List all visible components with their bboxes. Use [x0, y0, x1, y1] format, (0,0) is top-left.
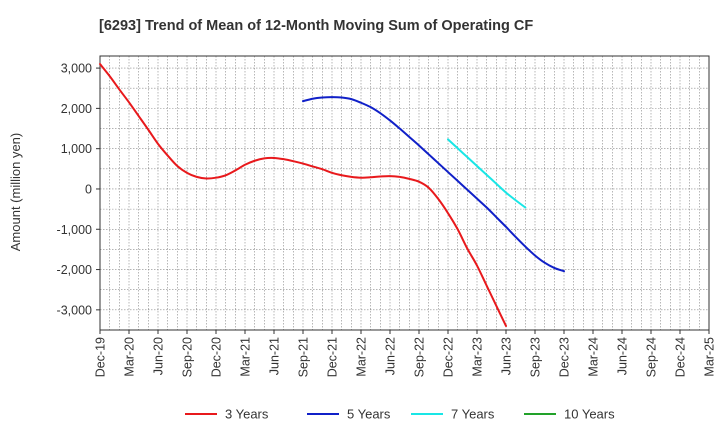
x-tick-label: Sep-23 — [529, 337, 543, 377]
y-tick-label: 1,000 — [61, 142, 92, 156]
x-tick-label: Dec-24 — [674, 337, 688, 377]
x-tick-label: Dec-23 — [558, 337, 572, 377]
x-tick-label: Sep-21 — [297, 337, 311, 377]
x-tick-label: Sep-20 — [181, 337, 195, 377]
y-tick-label: -3,000 — [57, 303, 92, 317]
axis-layer: 3,000 2,000 1,000 0 -1,000 -2,000 -3,000 Dec-19… — [57, 55, 717, 377]
y-tick-label: -1,000 — [57, 223, 92, 237]
y-tick-label: 3,000 — [61, 62, 92, 76]
chart-title: [6293] Trend of Mean of 12-Month Moving … — [99, 18, 533, 34]
legend-label-3-years: 3 Years — [225, 407, 269, 422]
y-tick-label: 0 — [85, 182, 92, 196]
legend-label-10-years: 10 Years — [564, 407, 615, 422]
series-line-7-years — [447, 138, 527, 209]
x-tick-label: Dec-19 — [94, 337, 108, 377]
y-tick-label: -2,000 — [57, 263, 92, 277]
x-tick-label: Mar-22 — [355, 337, 369, 377]
x-tick-label: Dec-20 — [210, 337, 224, 377]
x-tick-label: Jun-24 — [616, 337, 630, 375]
series-line-3-years — [99, 63, 507, 327]
x-tick-label: Jun-21 — [268, 337, 282, 375]
x-tick-label: Jun-22 — [384, 337, 398, 375]
x-tick-label: Mar-23 — [471, 337, 485, 377]
y-tick-label: 2,000 — [61, 102, 92, 116]
plot-area — [100, 56, 709, 330]
x-tick-label: Mar-25 — [703, 337, 717, 377]
x-tick-label: Jun-20 — [152, 337, 166, 375]
series-line-5-years — [302, 96, 565, 273]
x-tick-label: Sep-22 — [413, 337, 427, 377]
x-tick-label: Sep-24 — [645, 337, 659, 377]
plot-border — [99, 55, 710, 331]
legend-label-5-years: 5 Years — [347, 407, 391, 422]
x-tick-label: Mar-24 — [587, 337, 601, 377]
x-tick-label: Mar-20 — [123, 337, 137, 377]
legend: 3 Years 5 Years 7 Years 10 Years — [185, 407, 615, 422]
y-axis-label: Amount (million yen) — [8, 133, 23, 252]
x-tick-label: Dec-22 — [442, 337, 456, 377]
x-tick-label: Dec-21 — [326, 337, 340, 377]
legend-label-7-years: 7 Years — [451, 407, 495, 422]
x-tick-label: Mar-21 — [239, 337, 253, 377]
x-tick-label: Jun-23 — [500, 337, 514, 375]
series-layer — [99, 63, 565, 327]
grid-layer — [100, 56, 709, 330]
